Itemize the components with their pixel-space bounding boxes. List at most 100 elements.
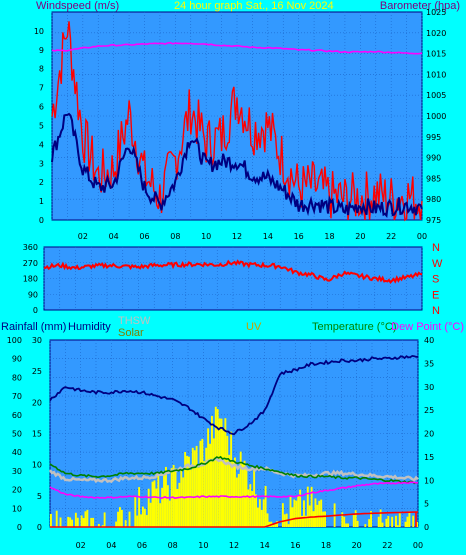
wind-axis-tick: 8 — [39, 65, 44, 74]
dewpoint-axis-label: Dew Point (°C) — [391, 321, 464, 333]
solar-bar — [199, 440, 202, 527]
x-tick-label: 18 — [324, 232, 334, 241]
solar-bar — [115, 521, 118, 527]
temperature-axis-tick: 25 — [424, 406, 434, 415]
solar-bar — [136, 515, 139, 527]
direction-axis-tick: 270 — [23, 259, 38, 268]
uv-axis-tick: 0 — [37, 523, 42, 532]
solar-bar — [120, 509, 123, 527]
wind-axis-tick: 6 — [39, 103, 44, 112]
x-tick-label: 12 — [229, 541, 239, 550]
solar-bar — [155, 488, 158, 527]
uv-axis-tick: 5 — [37, 492, 42, 501]
solar-bar — [347, 523, 349, 527]
solar-bar — [147, 488, 150, 527]
thsw-line — [48, 457, 419, 484]
solar-bar — [153, 480, 156, 527]
solar-bar — [416, 521, 418, 527]
x-tick-label: 12 — [232, 232, 242, 241]
solar-bar — [201, 438, 204, 527]
solar-bar — [312, 511, 315, 527]
solar-bar — [161, 487, 164, 527]
wind-axis-label: Windspeed (m/s) — [36, 0, 119, 12]
direction-axis-tick: 0 — [33, 306, 38, 315]
wind-axis-tick: 5 — [39, 121, 44, 130]
barometer-axis-tick: 985 — [426, 174, 441, 183]
solar-bar — [224, 418, 227, 527]
solar-bar — [299, 489, 302, 527]
solar-bar — [251, 491, 254, 527]
solar-bar — [80, 515, 83, 527]
solar-bar — [293, 499, 296, 527]
barometer-axis-tick: 975 — [426, 216, 441, 225]
rain-axis-tick: 10 — [12, 504, 22, 513]
solar-bar — [71, 519, 73, 527]
x-tick-label: 16 — [290, 541, 300, 550]
solar-bar — [241, 462, 244, 527]
solar-bar — [86, 509, 89, 527]
wind-axis-tick: 3 — [39, 159, 44, 168]
solar-bar — [352, 515, 355, 527]
rain-axis-tick: 50 — [12, 430, 22, 439]
wind-axis-tick: 4 — [39, 140, 44, 149]
uv-axis-label: UV — [246, 321, 262, 333]
solar-bar — [387, 516, 390, 527]
barometer-axis-tick: 1020 — [426, 29, 446, 38]
barometer-axis-tick: 980 — [426, 195, 441, 204]
solar-bar — [377, 516, 380, 527]
solar-bar — [310, 486, 313, 527]
solar-bar — [157, 472, 160, 527]
solar-bar — [168, 500, 171, 527]
solar-bar — [228, 454, 231, 527]
solar-bar — [163, 471, 165, 527]
solar-bar — [193, 450, 196, 527]
solar-bar — [235, 477, 238, 527]
solar-bar — [404, 521, 407, 527]
solar-bar — [295, 500, 298, 527]
rain-axis-tick: 0 — [17, 523, 22, 532]
rain-axis-tick: 80 — [12, 373, 22, 382]
solar-bar — [82, 518, 85, 527]
solar-bar — [211, 415, 213, 527]
solar-bar — [182, 477, 185, 527]
compass-label: S — [432, 274, 439, 286]
temperature-axis-tick: 0 — [424, 523, 429, 532]
rain-axis-tick: 40 — [12, 448, 22, 457]
compass-label: W — [432, 258, 443, 270]
solar-bar — [381, 522, 384, 527]
solar-bar — [191, 447, 194, 527]
solar-bar — [289, 495, 292, 527]
solar-bar — [274, 523, 277, 527]
wind-direction-line — [43, 259, 422, 284]
solar-bar — [189, 469, 192, 527]
rain-axis-tick: 70 — [12, 392, 22, 401]
solar-bar — [69, 517, 72, 527]
solar-bar — [341, 512, 344, 527]
rain-line — [50, 511, 419, 528]
solar-bar — [84, 511, 87, 527]
solar-bar — [59, 517, 62, 527]
x-tick-label: 06 — [137, 541, 147, 550]
x-tick-label: 08 — [168, 541, 178, 550]
solar-bar — [318, 500, 321, 527]
rain-axis-tick: 30 — [12, 467, 22, 476]
x-tick-label: 02 — [78, 232, 88, 241]
x-tick-label: 18 — [321, 541, 331, 550]
wind-average-line — [51, 112, 423, 219]
temperature-line — [49, 455, 419, 485]
solar-bar — [281, 503, 284, 527]
solar-bar — [226, 435, 229, 527]
rain-axis-tick: 100 — [7, 336, 22, 345]
solar-bar — [396, 525, 399, 527]
temperature-axis-label: Temperature (°C) — [312, 321, 396, 333]
solar-bar — [322, 511, 325, 527]
wind-axis-tick: 2 — [39, 178, 44, 187]
temperature-axis-tick: 35 — [424, 359, 434, 368]
solar-bar — [406, 516, 409, 527]
compass-label: N — [432, 305, 440, 317]
x-tick-label: 20 — [355, 232, 365, 241]
solar-bar — [364, 524, 367, 527]
solar-bar — [172, 464, 175, 527]
humidity-axis-label: Humidity — [68, 321, 111, 333]
